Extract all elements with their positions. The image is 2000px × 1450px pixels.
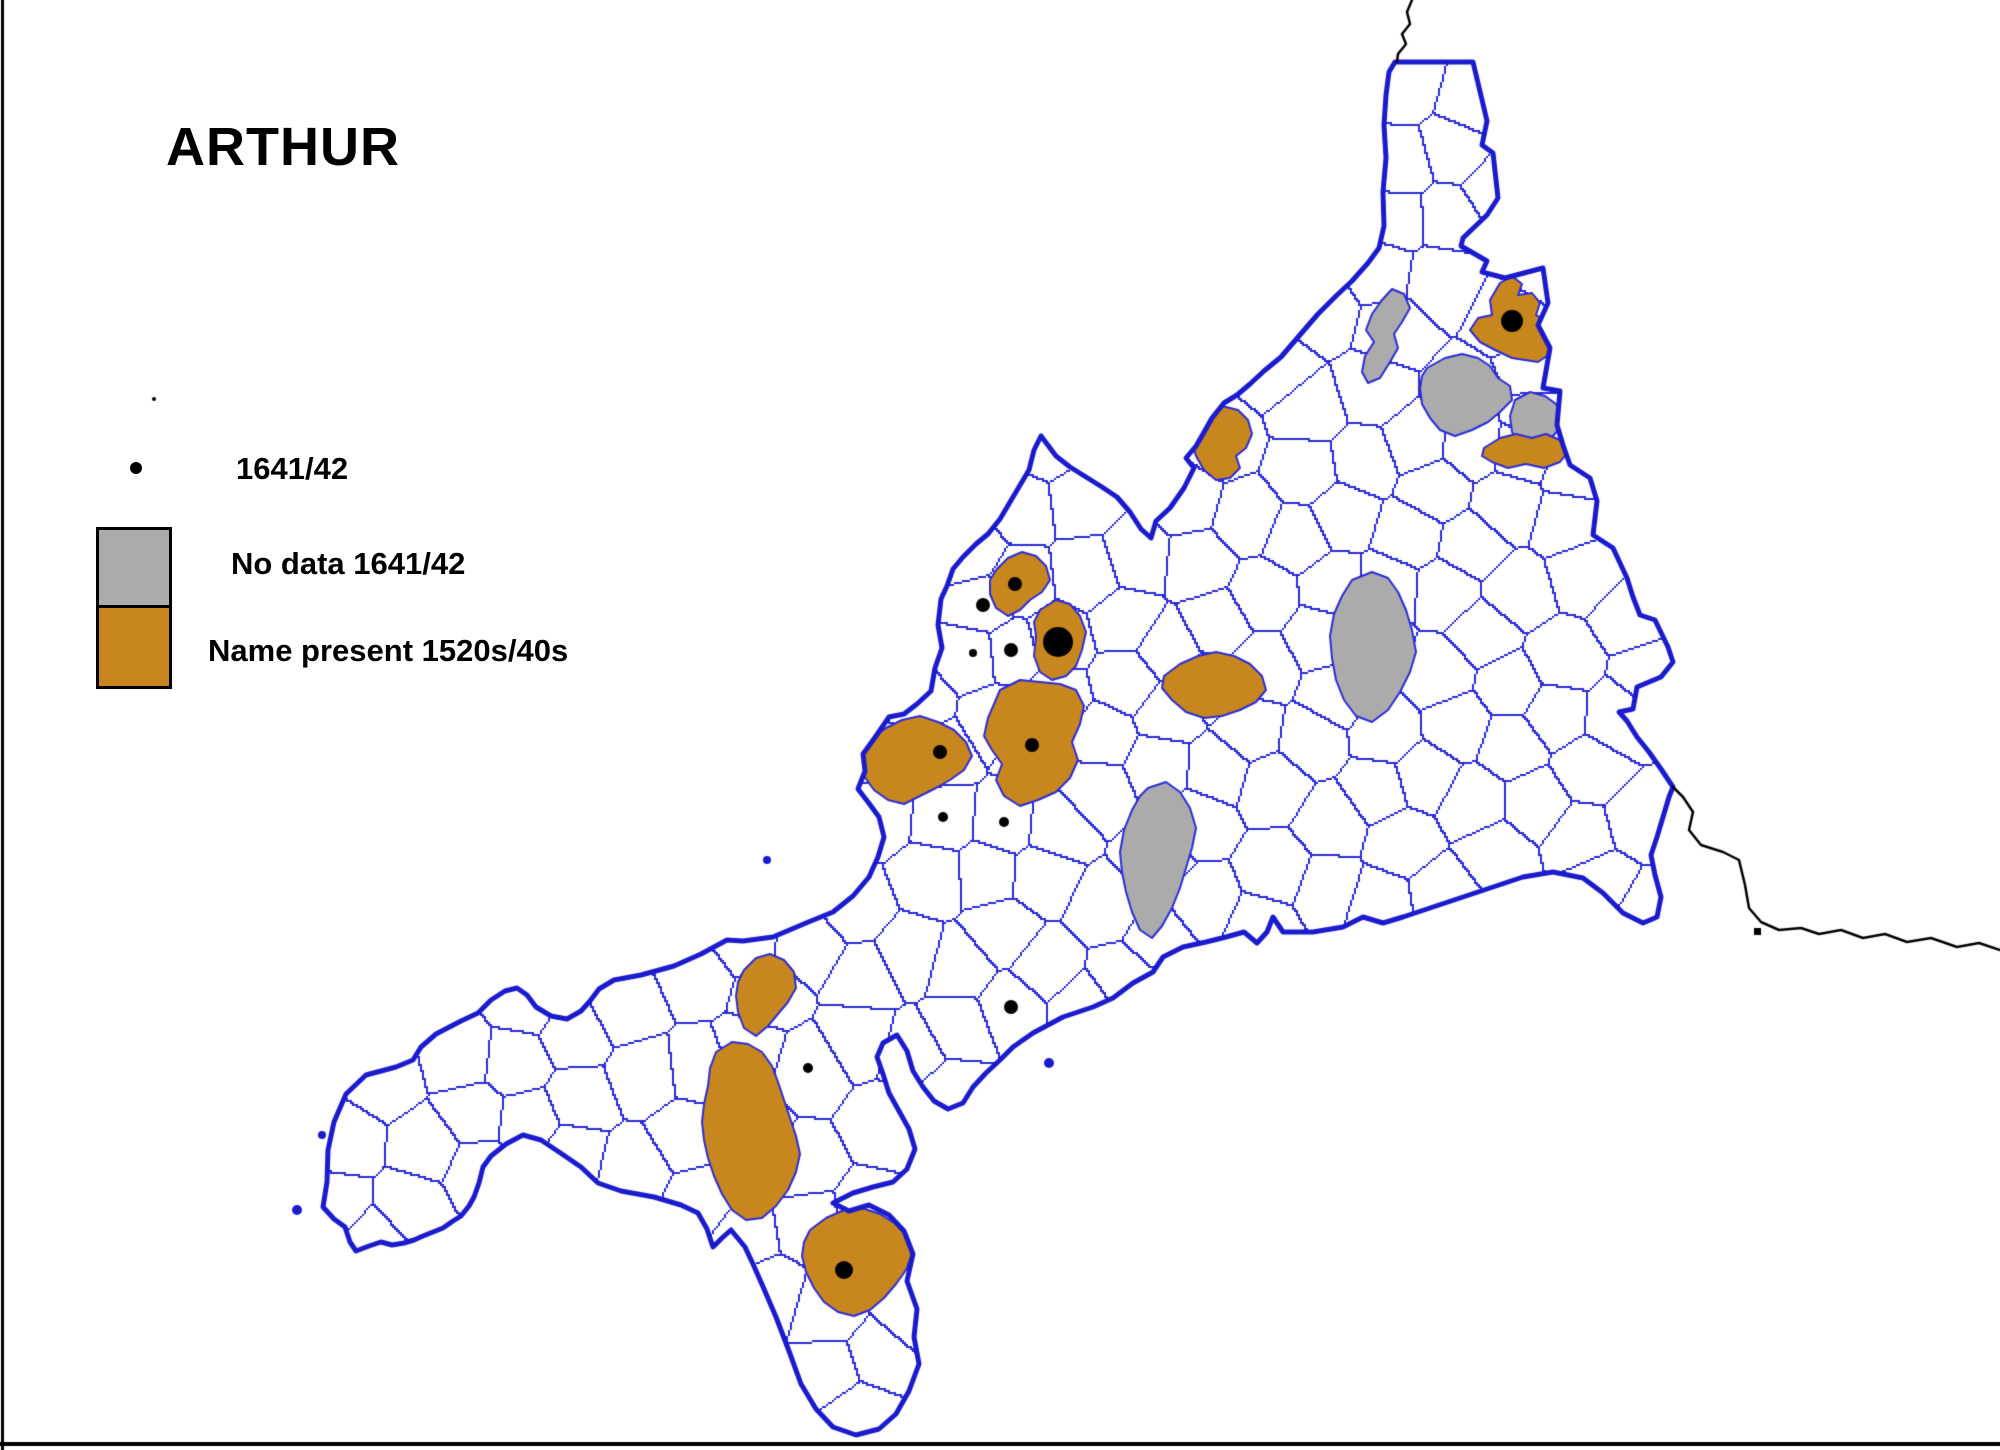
legend-swatches [96, 527, 172, 689]
legend-dot-symbol [130, 462, 142, 474]
legend-label-name-present: Name present 1520s/40s [208, 633, 569, 668]
legend-swatch-no-data [99, 530, 169, 608]
map-title: ARTHUR [166, 117, 400, 177]
legend-label-no-data: No data 1641/42 [231, 546, 466, 581]
legend-label-1641-42: 1641/42 [236, 451, 349, 486]
legend-swatch-name-present [99, 608, 169, 686]
